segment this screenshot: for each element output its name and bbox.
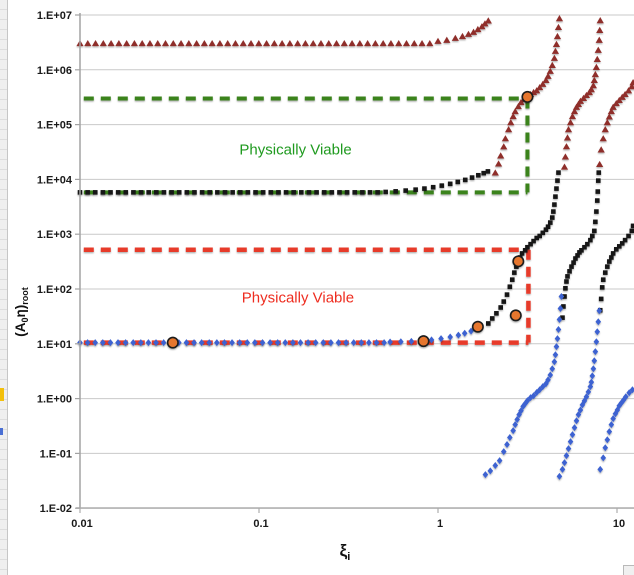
y-tick-label: 1.E+01 — [37, 339, 72, 351]
series-darkred-triangles-branch-1 — [76, 17, 492, 47]
y-tick-label: 1.E-01 — [40, 448, 72, 460]
y-tick-label: 1.E+06 — [37, 65, 72, 77]
y-tick-label: 1.E+03 — [37, 229, 72, 241]
spreadsheet-edge-blue-cell — [0, 428, 3, 435]
y-tick-label: 1.E-02 — [40, 503, 72, 515]
series-darkred-triangles-branch-3 — [560, 17, 604, 170]
y-tick-label: 1.E+00 — [37, 394, 72, 406]
x-tick-label: 0.1 — [253, 518, 268, 530]
scrollbar-corner — [623, 565, 634, 575]
y-tick-label: 1.E+02 — [37, 284, 72, 296]
series-black-squares-branch-3 — [560, 170, 602, 320]
spreadsheet-edge-yellow-cell — [0, 388, 4, 401]
x-tick-label: 1 — [437, 518, 443, 530]
y-axis-title: (A0η)root — [13, 287, 30, 337]
series-darkred-triangles-branch-4 — [596, 79, 634, 168]
series-black-squares-branch-1 — [77, 169, 491, 195]
physically-viable-lower-label: Physically Viable — [242, 289, 354, 306]
y-tick-label: 1.E+07 — [37, 10, 72, 22]
series-blue-diamonds-branch-2 — [482, 292, 565, 479]
series-darkred-triangles-branch-2 — [491, 15, 564, 176]
series-blue-diamonds-branch-1 — [77, 327, 474, 347]
gridlines — [80, 14, 634, 509]
series-blue-diamonds-branch-3 — [556, 307, 603, 480]
y-tick-label: 1.E+05 — [37, 120, 72, 132]
y-tick-label: 1.E+04 — [37, 174, 73, 186]
highlighted-root-markers — [166, 90, 534, 349]
axes: 1.E+07 1.E+06 1.E+05 1.E+04 1.E+03 1.E+02 1.E+… — [37, 10, 634, 530]
series-black-squares-branch-4 — [597, 223, 634, 313]
spreadsheet-edge-strip — [0, 0, 8, 575]
x-axis-title: ξi — [340, 541, 351, 563]
x-tick-label: 0.01 — [71, 518, 92, 530]
physically-viable-upper-label: Physically Viable — [239, 142, 351, 159]
series-blue-diamonds-branch-4 — [597, 386, 634, 473]
x-tick-label: 10 — [613, 518, 625, 530]
